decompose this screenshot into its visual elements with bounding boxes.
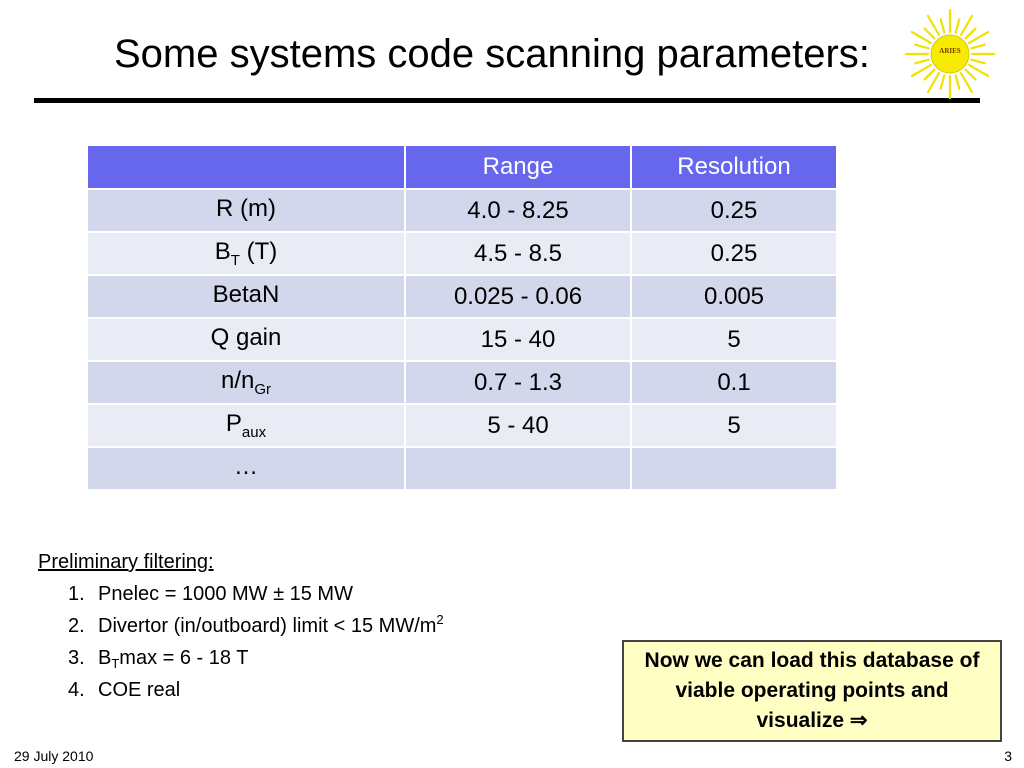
list-text-sub: T bbox=[111, 656, 120, 671]
param-cell: BT (T) bbox=[86, 231, 406, 276]
list-text-b: max = 6 - 18 T bbox=[119, 647, 249, 669]
list-number: 2. bbox=[68, 615, 85, 637]
list-number: 3. bbox=[68, 647, 85, 669]
resolution-cell: 0.25 bbox=[630, 188, 838, 233]
header-parameter bbox=[86, 144, 406, 190]
slide-title: Some systems code scanning parameters: bbox=[114, 32, 870, 76]
range-cell: 4.0 - 8.25 bbox=[404, 188, 632, 233]
param-sub: T bbox=[230, 252, 240, 269]
list-text: BTmax = 6 - 18 T bbox=[98, 642, 248, 674]
table-row: … bbox=[86, 446, 838, 491]
table-row: BetaN 0.025 - 0.06 0.005 bbox=[86, 274, 838, 319]
list-number: 1. bbox=[68, 583, 85, 605]
list-item: 2. Divertor (in/outboard) limit < 15 MW/… bbox=[68, 610, 444, 642]
resolution-cell: 5 bbox=[630, 403, 838, 448]
range-cell bbox=[404, 446, 632, 491]
range-cell: 0.025 - 0.06 bbox=[404, 274, 632, 319]
param-main: n/n bbox=[220, 367, 255, 394]
param-main: Q gain bbox=[210, 324, 282, 351]
page-number: 3 bbox=[1004, 748, 1012, 764]
param-cell: Q gain bbox=[86, 317, 406, 362]
list-number: 4. bbox=[68, 679, 85, 701]
param-main: B bbox=[214, 238, 231, 265]
title-underline bbox=[34, 98, 980, 103]
resolution-cell: 0.1 bbox=[630, 360, 838, 405]
range-cell: 0.7 - 1.3 bbox=[404, 360, 632, 405]
footer-date: 29 July 2010 bbox=[14, 748, 94, 764]
list-item: 3. BTmax = 6 - 18 T bbox=[68, 642, 444, 674]
range-cell: 4.5 - 8.5 bbox=[404, 231, 632, 276]
list-text: Pnelec = 1000 MW ± 15 MW bbox=[98, 583, 353, 605]
preliminary-filtering: Preliminary filtering: 1. Pnelec = 1000 … bbox=[38, 546, 444, 706]
param-main: … bbox=[234, 453, 258, 480]
range-cell: 15 - 40 bbox=[404, 317, 632, 362]
table-header-row: Range Resolution bbox=[86, 144, 838, 190]
scanning-parameters-table: Range Resolution R (m) 4.0 - 8.25 0.25 BT (… bbox=[86, 144, 838, 491]
param-main: P bbox=[225, 410, 242, 437]
resolution-cell: 0.005 bbox=[630, 274, 838, 319]
list-text-sup: 2 bbox=[436, 612, 444, 627]
filtering-heading: Preliminary filtering: bbox=[38, 551, 214, 573]
table-row: Q gain 15 - 40 5 bbox=[86, 317, 838, 362]
header-resolution: Resolution bbox=[630, 144, 838, 190]
list-item: 4. COE real bbox=[68, 674, 444, 706]
resolution-cell bbox=[630, 446, 838, 491]
param-suffix: (T) bbox=[239, 238, 278, 265]
param-main: R (m) bbox=[216, 195, 276, 222]
resolution-cell: 0.25 bbox=[630, 231, 838, 276]
table-row: Paux 5 - 40 5 bbox=[86, 403, 838, 448]
param-cell: … bbox=[86, 446, 406, 491]
header-range: Range bbox=[404, 144, 632, 190]
list-item: 1. Pnelec = 1000 MW ± 15 MW bbox=[68, 578, 444, 610]
param-sub: Gr bbox=[254, 381, 272, 398]
param-cell: n/nGr bbox=[86, 360, 406, 405]
list-text-main: Divertor (in/outboard) limit < 15 MW/m bbox=[98, 615, 437, 637]
param-main: BetaN bbox=[212, 281, 280, 308]
filtering-list: 1. Pnelec = 1000 MW ± 15 MW 2. Divertor … bbox=[38, 578, 444, 706]
list-text: Divertor (in/outboard) limit < 15 MW/m2 bbox=[98, 610, 444, 642]
param-cell: BetaN bbox=[86, 274, 406, 319]
list-text-a: B bbox=[98, 647, 112, 669]
table-row: n/nGr 0.7 - 1.3 0.1 bbox=[86, 360, 838, 405]
resolution-cell: 5 bbox=[630, 317, 838, 362]
param-cell: R (m) bbox=[86, 188, 406, 233]
callout-box: Now we can load this database of viable … bbox=[622, 640, 1002, 742]
range-cell: 5 - 40 bbox=[404, 403, 632, 448]
logo-text: ARIES bbox=[939, 47, 961, 55]
aries-sun-logo-icon bbox=[904, 8, 996, 100]
param-cell: Paux bbox=[86, 403, 406, 448]
callout-text: Now we can load this database of viable … bbox=[644, 649, 980, 732]
table-row: BT (T) 4.5 - 8.5 0.25 bbox=[86, 231, 838, 276]
param-sub: aux bbox=[241, 424, 267, 441]
table-row: R (m) 4.0 - 8.25 0.25 bbox=[86, 188, 838, 233]
list-text: COE real bbox=[98, 679, 181, 701]
